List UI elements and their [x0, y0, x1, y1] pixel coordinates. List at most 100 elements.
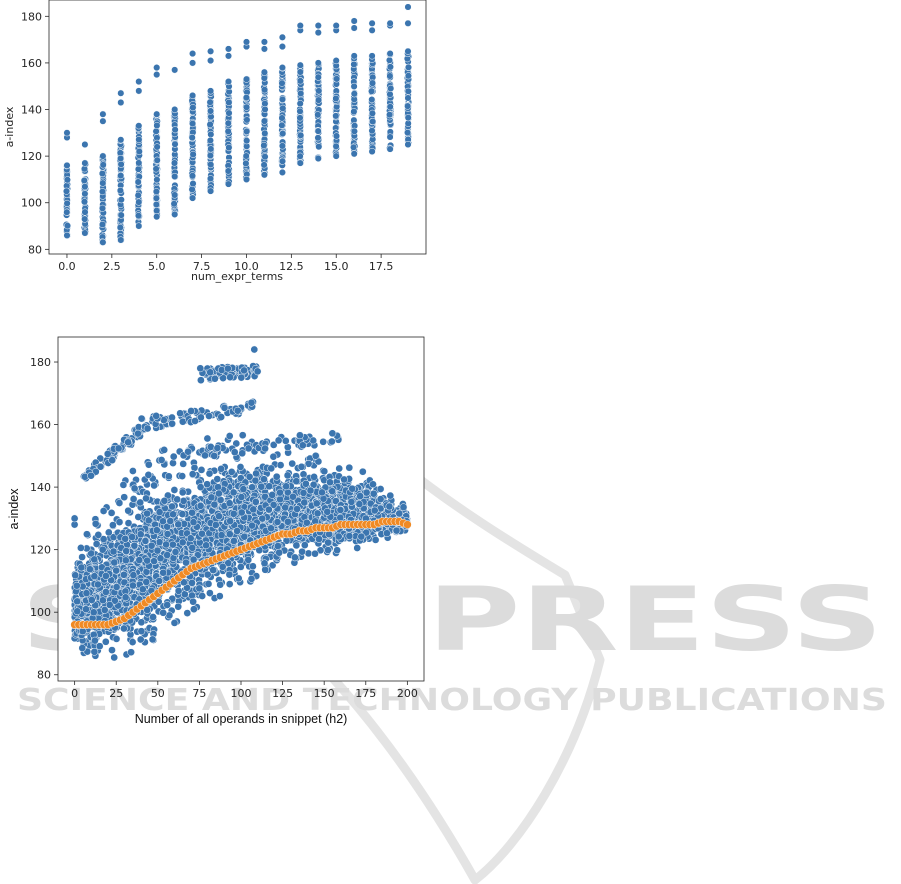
data-point [207, 161, 215, 169]
data-point [386, 111, 394, 119]
data-point [174, 520, 183, 529]
data-point [63, 231, 71, 239]
data-point [207, 47, 215, 55]
data-point [138, 585, 147, 594]
data-point [404, 19, 412, 27]
data-point [278, 33, 286, 41]
data-point [297, 131, 305, 139]
data-point [135, 78, 143, 86]
data-point [296, 114, 304, 122]
data-point [314, 134, 322, 142]
data-point [189, 194, 197, 202]
data-point [314, 22, 322, 30]
data-point [296, 159, 304, 167]
y-tick-label: 160 [21, 57, 42, 70]
data-point [404, 94, 412, 102]
data-point [73, 597, 82, 606]
data-point [135, 159, 143, 167]
data-point [174, 587, 183, 595]
data-point [387, 84, 395, 92]
data-point [260, 68, 268, 76]
data-point [278, 43, 286, 51]
y-tick-label: 180 [21, 10, 42, 23]
data-point [385, 56, 394, 64]
data-point [278, 168, 286, 176]
data-point [153, 213, 161, 221]
data-point [188, 172, 197, 180]
data-point [224, 167, 232, 175]
data-point [279, 130, 287, 138]
data-point [207, 107, 215, 115]
data-point [178, 538, 187, 547]
data-point [117, 172, 125, 180]
data-point [152, 127, 160, 135]
x-tick-label: 12.5 [279, 260, 304, 273]
data-point [242, 38, 251, 46]
data-point [224, 45, 233, 53]
data-point [296, 107, 304, 115]
data-point [260, 141, 268, 149]
data-point [386, 103, 394, 111]
data-point [368, 87, 376, 95]
data-point [142, 578, 151, 586]
data-point [242, 152, 250, 160]
data-point [315, 96, 323, 104]
data-point [296, 77, 304, 85]
data-point [350, 143, 358, 151]
data-point [116, 223, 124, 232]
data-point [189, 150, 197, 158]
data-point [278, 95, 287, 103]
data-point [242, 75, 251, 83]
data-point [134, 165, 142, 173]
chart-all-operands: 0 25 50 75 100 125 150 175 200 80100120140160180… [7, 336, 425, 726]
data-point [155, 538, 164, 547]
data-point [188, 134, 196, 142]
data-point [278, 121, 286, 129]
data-point [224, 127, 232, 135]
data-point [243, 116, 251, 124]
data-point [98, 220, 107, 229]
data-point [128, 533, 136, 541]
data-point [171, 210, 179, 218]
data-point [134, 212, 143, 220]
data-point [153, 207, 161, 215]
data-point [332, 94, 340, 103]
data-point [99, 152, 107, 160]
data-point [350, 90, 358, 98]
data-point [171, 66, 179, 74]
data-point [162, 540, 170, 549]
data-point [189, 50, 197, 58]
data-point [350, 52, 358, 60]
data-point [260, 117, 268, 125]
data-point [207, 187, 215, 195]
data-point [206, 175, 215, 183]
data-point [386, 63, 394, 71]
data-point [171, 105, 179, 114]
data-point [404, 47, 412, 55]
x-tick-label: 17.5 [369, 260, 394, 273]
data-point [81, 215, 89, 223]
watermark-sub-text: SCIENCE AND TECHNOLOGY PUBLICATIONS [17, 683, 887, 718]
data-point [81, 159, 89, 167]
data-point [243, 137, 251, 145]
data-point [314, 154, 322, 163]
data-point [207, 145, 215, 153]
data-point [153, 110, 161, 118]
data-point [163, 601, 172, 609]
data-point [278, 142, 286, 150]
data-point [240, 532, 249, 541]
data-point [314, 29, 322, 37]
data-point [207, 130, 215, 138]
data-point [260, 45, 268, 53]
data-point [368, 96, 376, 104]
data-point [350, 127, 358, 135]
data-point [368, 19, 376, 27]
data-point [260, 161, 268, 169]
data-point [99, 179, 107, 187]
x-tick-label: 15.0 [324, 260, 349, 273]
data-point [98, 204, 107, 212]
data-point [152, 165, 160, 173]
data-point [332, 152, 340, 160]
data-point [350, 82, 358, 90]
